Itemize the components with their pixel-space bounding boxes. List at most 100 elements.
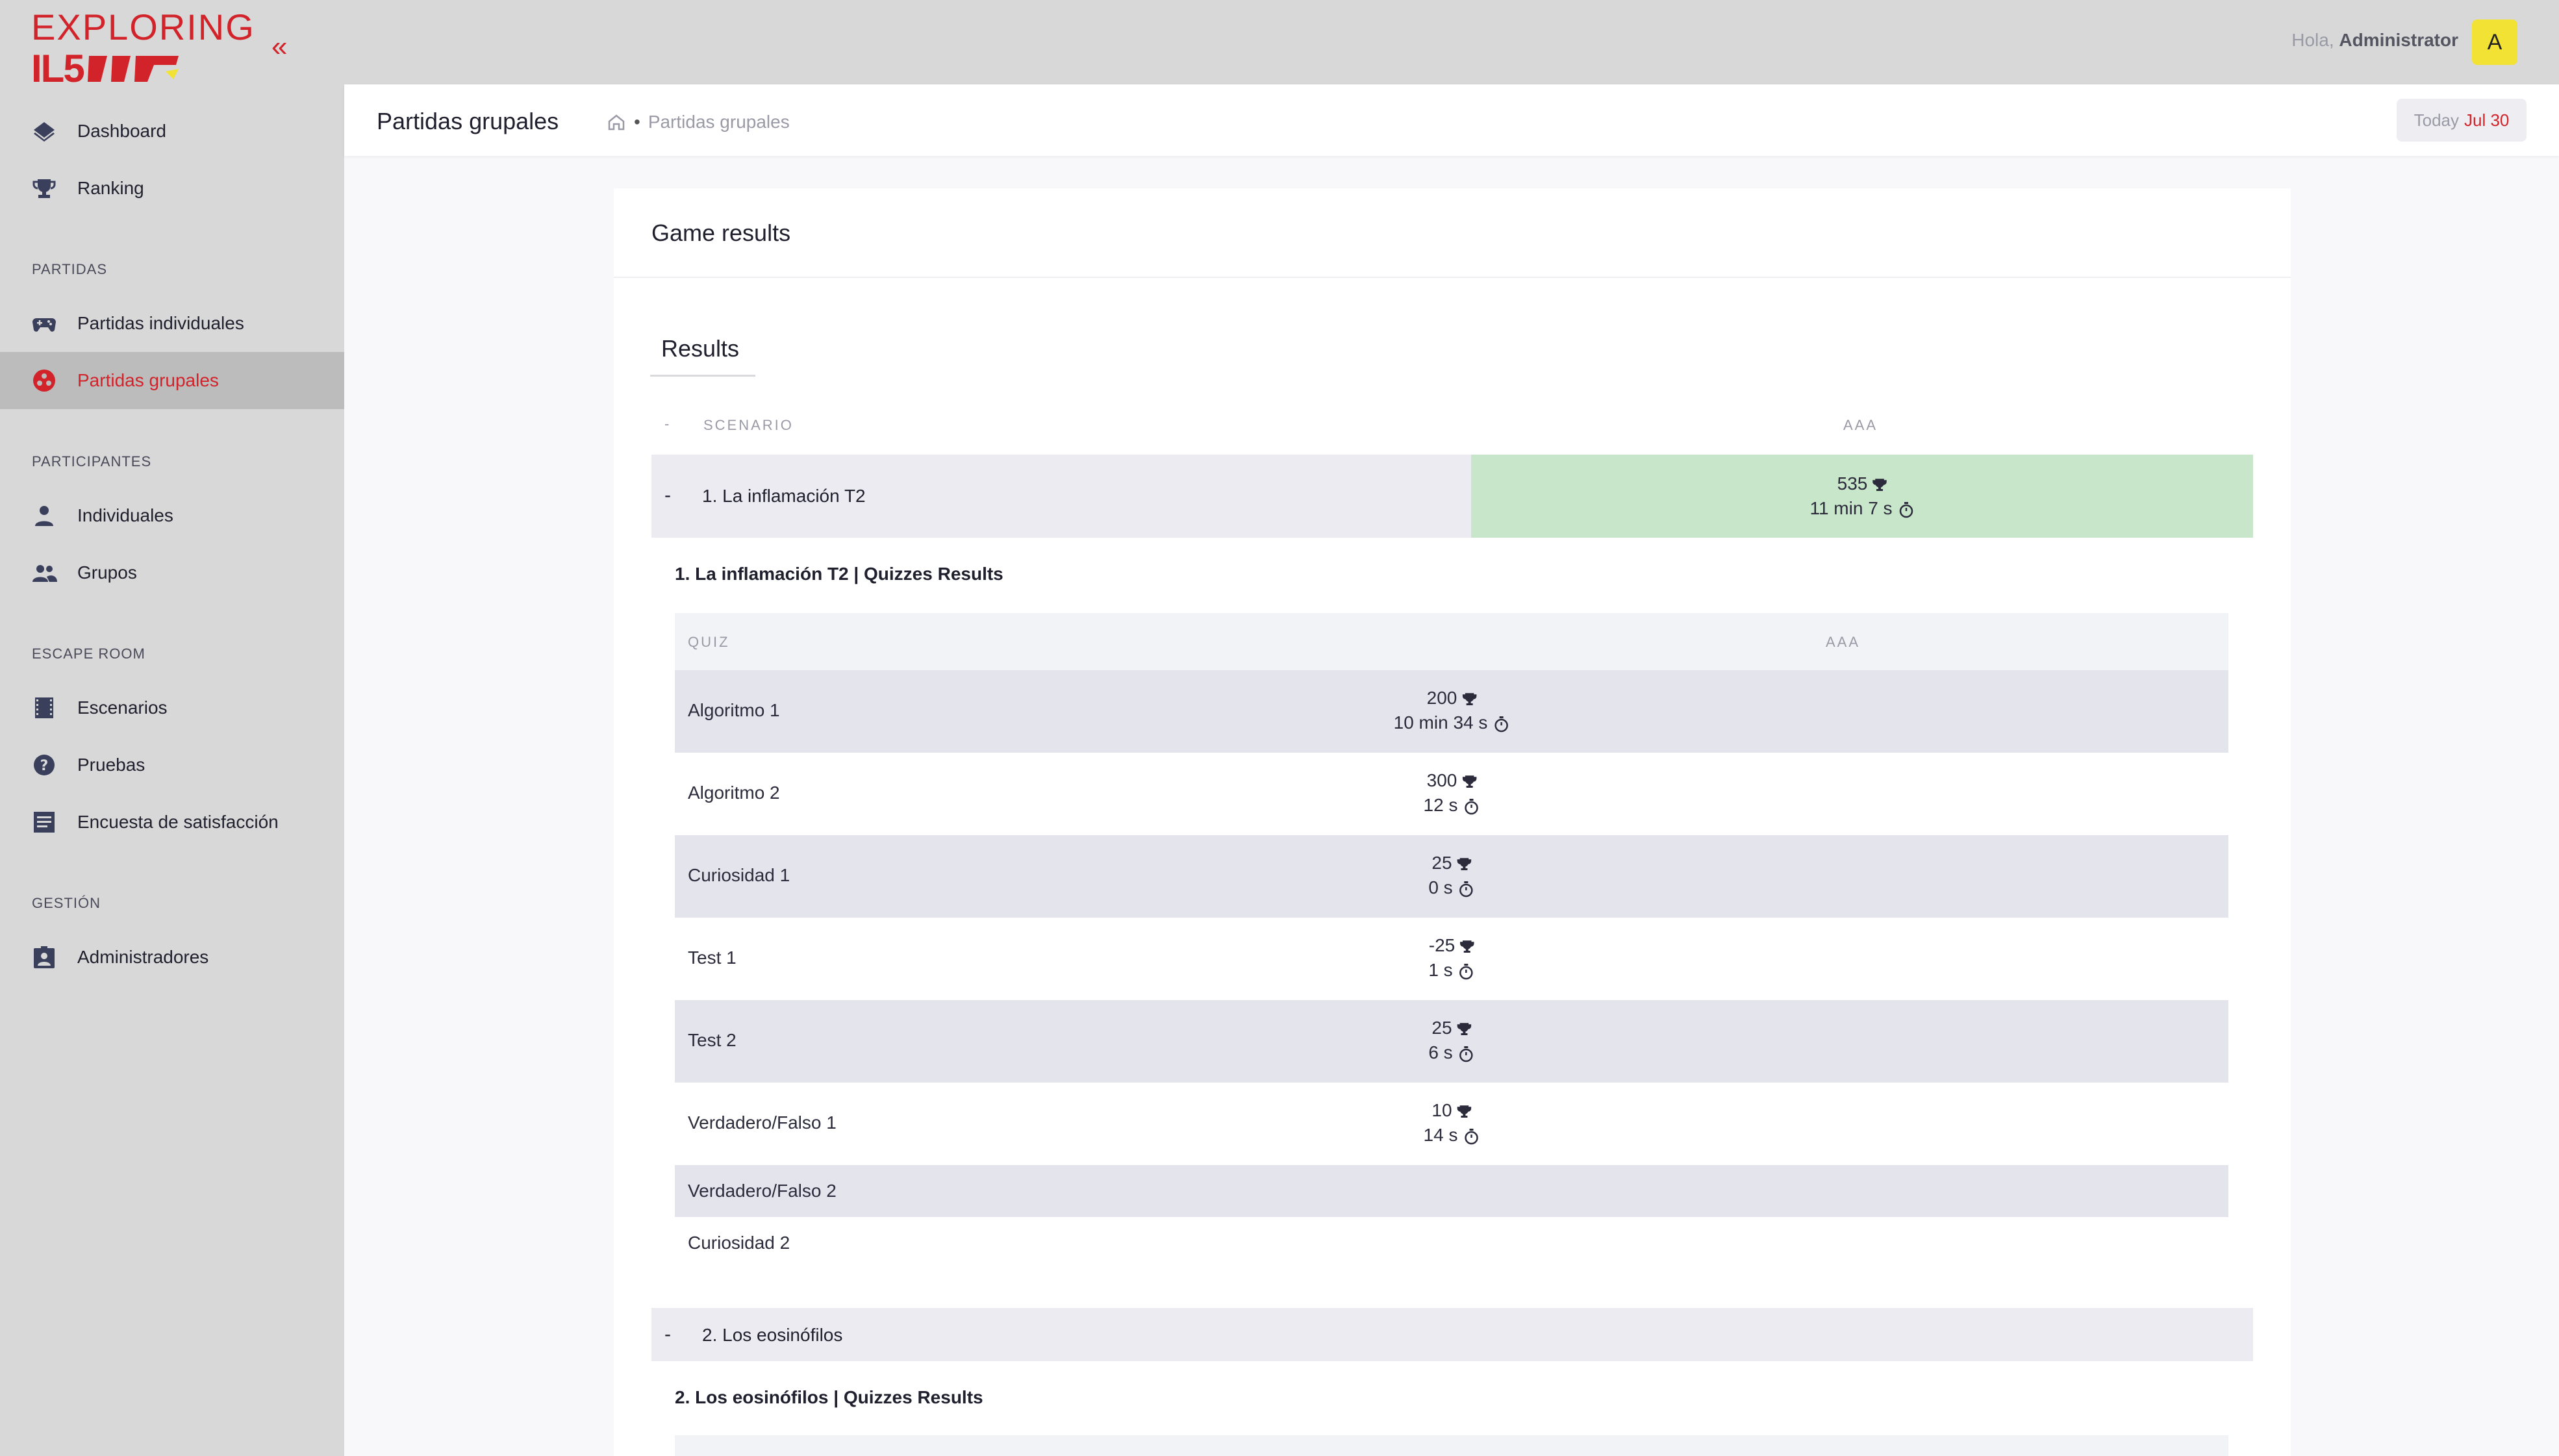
time-line: 14 s: [1424, 1123, 1480, 1148]
sidebar-item-dashboard[interactable]: Dashboard: [0, 103, 344, 160]
quiz-results-title: 2. Los eosinófilos | Quizzes Results: [675, 1387, 983, 1407]
people-icon: [32, 565, 57, 582]
quiz-name: Curiosidad 2: [688, 1233, 790, 1253]
col-header-team: AAA: [1843, 417, 1878, 433]
time-value: 12 s: [1423, 795, 1458, 815]
score-value: 25: [1431, 853, 1452, 873]
today-label: Today: [2414, 110, 2459, 130]
score-line: 10: [1431, 1098, 1472, 1123]
film-icon: [35, 697, 53, 718]
score-value: 200: [1426, 688, 1457, 708]
score-line: 25: [1431, 851, 1472, 875]
trophy-icon: [1460, 940, 1474, 953]
user-greeting: Hola, Administrator: [2291, 30, 2458, 51]
quiz-name: Algoritmo 1: [688, 700, 780, 720]
timer-icon: [1465, 1128, 1478, 1144]
table-row: Test 2 25 6 s: [675, 1000, 2228, 1083]
sidebar-item-label: Grupos: [77, 562, 137, 583]
score-value: 25: [1431, 1018, 1452, 1038]
table-row: Verdadero/Falso 2: [675, 1165, 2228, 1217]
sidebar-item-encuesta[interactable]: Encuesta de satisfacción: [0, 794, 344, 851]
svg-text:?: ?: [40, 758, 49, 774]
score-value: 300: [1426, 770, 1457, 790]
sidebar-item-label: Partidas individuales: [77, 313, 244, 333]
quiz-name: Verdadero/Falso 2: [688, 1181, 837, 1201]
sidebar-item-individuales[interactable]: Individuales: [0, 487, 344, 544]
sidebar-item-partidas-individuales[interactable]: Partidas individuales: [0, 295, 344, 352]
tab-label: Results: [661, 335, 740, 362]
time-value: 10 min 34 s: [1393, 712, 1488, 733]
quiz-name: Test 1: [688, 948, 737, 968]
score-line: 200: [1427, 686, 1477, 710]
sidebar-item-label: Pruebas: [77, 755, 145, 775]
section-title-escape-room: ESCAPE ROOM: [32, 646, 145, 662]
time-line: 12 s: [1424, 793, 1480, 818]
group-game-icon: [33, 370, 55, 392]
scenario-name: 1. La inflamación T2: [702, 486, 866, 506]
person-icon: [35, 506, 53, 526]
gamepad-icon: [32, 318, 56, 332]
collapse-toggle[interactable]: -: [664, 484, 671, 506]
col-header-toggle: -: [664, 416, 672, 432]
collapse-sidebar-icon[interactable]: «: [271, 31, 288, 62]
sidebar-item-label: Administradores: [77, 947, 209, 967]
sidebar-item-escenarios[interactable]: Escenarios: [0, 679, 344, 736]
time-line: 0 s: [1428, 875, 1474, 900]
page-title: Partidas grupales: [377, 108, 559, 134]
avatar[interactable]: A: [2472, 19, 2517, 65]
sidebar-item-partidas-grupales[interactable]: Partidas grupales: [0, 352, 344, 409]
home-icon[interactable]: [607, 113, 626, 131]
game-results-card: Game results Results - SCENARIO AAA - 1.…: [614, 188, 2291, 1456]
trophy-icon: [1872, 478, 1887, 491]
today-date[interactable]: Today Jul 30: [2397, 99, 2527, 142]
timer-icon: [1459, 1046, 1473, 1062]
quiz-name: Test 2: [688, 1030, 737, 1050]
app-logo[interactable]: EXPLORING IL5: [31, 9, 255, 88]
score-value: -25: [1428, 935, 1456, 955]
score-line: 25: [1431, 1016, 1472, 1040]
sidebar-item-ranking[interactable]: Ranking: [0, 160, 344, 217]
scenario-name: 2. Los eosinófilos: [702, 1325, 843, 1345]
sidebar-item-administradores[interactable]: Administradores: [0, 929, 344, 986]
timer-icon: [1494, 716, 1508, 732]
scenario-result: 535 11 min 7 s: [1471, 455, 2253, 538]
quiz-table-header: [675, 1435, 2228, 1456]
time-value: 1 s: [1428, 960, 1453, 980]
scenario-row[interactable]: - 2. Los eosinófilos: [651, 1308, 2253, 1361]
section-title-participantes: PARTICIPANTES: [32, 453, 152, 470]
trophy-icon: [1457, 1022, 1472, 1035]
card-header: Game results: [614, 188, 2291, 278]
time-line: 6 s: [1428, 1040, 1474, 1065]
col-header-team: AAA: [1826, 634, 1861, 650]
logo-stripes-icon: [87, 56, 179, 82]
breadcrumb-separator: •: [634, 112, 640, 132]
score-value: 535: [1837, 473, 1868, 494]
section-title-partidas: PARTIDAS: [32, 261, 107, 277]
sidebar-item-pruebas[interactable]: ? Pruebas: [0, 736, 344, 794]
col-header-quiz: QUIZ: [688, 634, 730, 650]
timer-icon: [1459, 963, 1473, 979]
sidebar-item-label: Encuesta de satisfacción: [77, 812, 279, 832]
trophy-icon: [1462, 775, 1477, 788]
quiz-table-header: QUIZ AAA: [675, 613, 2228, 670]
collapse-toggle[interactable]: -: [664, 1324, 671, 1345]
timer-icon: [1465, 798, 1478, 814]
card-title: Game results: [651, 220, 791, 246]
quiz-name: Verdadero/Falso 1: [688, 1112, 837, 1133]
table-row: Curiosidad 2: [675, 1217, 2228, 1269]
trophy-icon: [32, 179, 56, 198]
table-row: Algoritmo 2 300 12 s: [675, 753, 2228, 835]
sidebar-item-grupos[interactable]: Grupos: [0, 544, 344, 601]
table-row: Test 1 -25 1 s: [675, 918, 2228, 1000]
time-value: 6 s: [1428, 1042, 1453, 1062]
scenario-row[interactable]: - 1. La inflamación T2 535 11 min 7 s: [651, 455, 2253, 538]
top-bar: Hola, Administrator A: [344, 0, 2559, 84]
logo-text-bottom: IL5: [31, 47, 85, 90]
quiz-results-title: 1. La inflamación T2 | Quizzes Results: [675, 564, 1003, 584]
quiz-name: Curiosidad 1: [688, 865, 790, 885]
timer-icon: [1899, 501, 1913, 518]
tab-results[interactable]: Results: [650, 331, 755, 377]
quiz-name: Algoritmo 2: [688, 783, 780, 803]
col-header-scenario: SCENARIO: [703, 417, 794, 433]
trophy-icon: [1457, 1105, 1472, 1118]
